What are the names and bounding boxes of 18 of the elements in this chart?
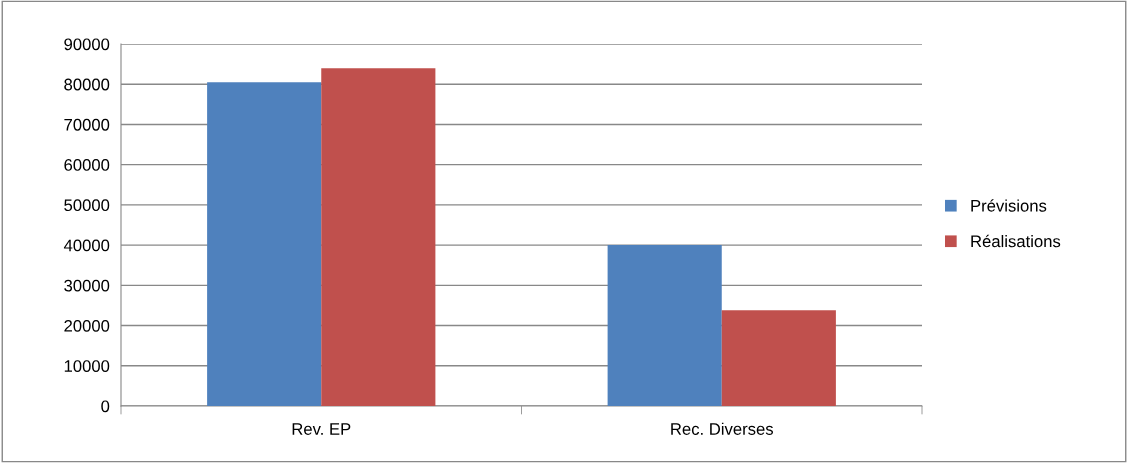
bar: [721, 310, 836, 406]
bar: [607, 245, 722, 406]
legend-label: Prévisions: [971, 199, 1047, 212]
y-tick-label: 0: [101, 400, 110, 413]
y-tick-label: 80000: [64, 78, 110, 91]
y-tick-label: 60000: [64, 159, 110, 171]
y-tick-label: 30000: [64, 279, 110, 292]
y-tick-label: 90000: [64, 38, 110, 51]
y-tick-label: 20000: [64, 319, 110, 332]
y-tick-label: 50000: [64, 199, 110, 212]
bar: [207, 82, 322, 406]
bar: [321, 68, 436, 406]
y-tick-label: 40000: [63, 239, 110, 252]
x-tick-label: Rev. EP: [292, 423, 351, 435]
y-tick-label: 10000: [64, 360, 110, 372]
x-tick-label: Rec. Diverses: [671, 422, 774, 435]
y-tick-label: 70000: [64, 118, 110, 131]
legend-label: Réalisations: [971, 234, 1061, 248]
